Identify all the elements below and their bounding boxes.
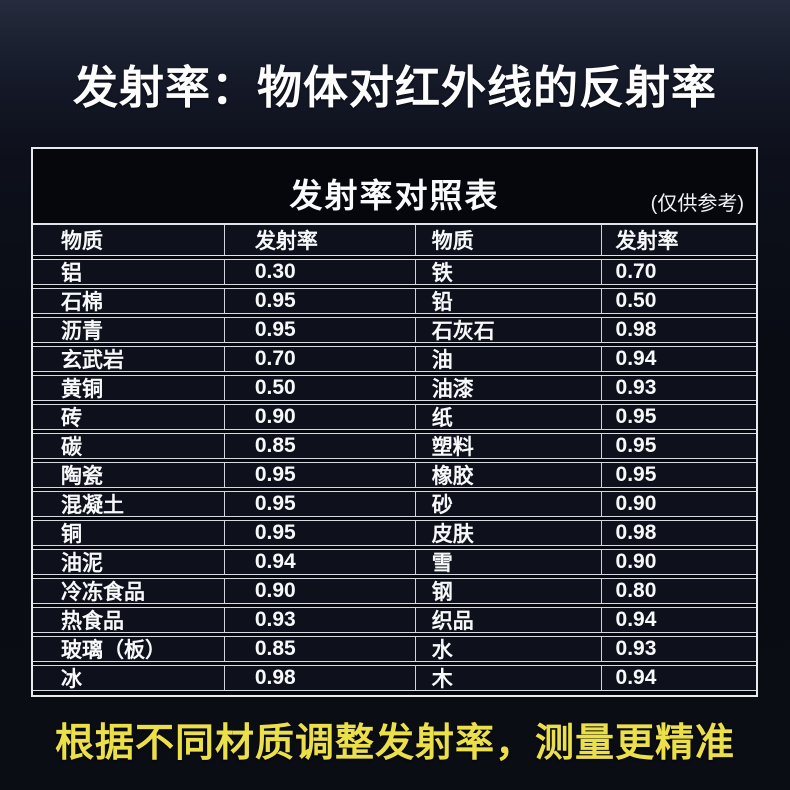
emissivity-value-cell: 0.98: [600, 521, 756, 545]
emissivity-value-cell: 0.94: [600, 666, 756, 690]
table-row: 玻璃（板） 0.85 水 0.93: [33, 636, 756, 662]
emissivity-value-cell: 0.50: [600, 289, 756, 313]
emissivity-value-cell: 0.85: [223, 637, 415, 661]
emissivity-table: 发射率对照表 (仅供参考) 物质 发射率 物质 发射率 铝 0.30 铁 0.7…: [31, 147, 758, 697]
material-cell: 砂: [414, 492, 601, 516]
table-row: 冰 0.98 木 0.94: [33, 665, 756, 691]
material-cell: 油: [414, 347, 601, 371]
material-cell: 木: [414, 666, 601, 690]
material-cell: 油漆: [414, 376, 601, 400]
emissivity-value-cell: 0.30: [223, 260, 415, 284]
emissivity-value-cell: 0.85: [223, 434, 415, 458]
material-cell: 纸: [414, 405, 601, 429]
emissivity-value-cell: 0.98: [223, 666, 415, 690]
emissivity-value-cell: 0.94: [600, 347, 756, 371]
material-cell: 砖: [61, 407, 82, 429]
table-row: 热食品 0.93 织品 0.94: [33, 607, 756, 633]
table-row: 油泥 0.94 雪 0.90: [33, 549, 756, 575]
emissivity-value-cell: 0.90: [223, 579, 415, 603]
emissivity-value-cell: 0.93: [600, 637, 756, 661]
emissivity-value-cell: 0.93: [600, 376, 756, 400]
table-row: 混凝土 0.95 砂 0.90: [33, 491, 756, 517]
material-cell: 玄武岩: [61, 349, 124, 371]
table-row: 碳 0.85 塑料 0.95: [33, 433, 756, 459]
material-cell: 冰: [61, 668, 82, 690]
material-cell: 陶瓷: [61, 465, 103, 487]
emissivity-value-cell: 0.90: [600, 550, 756, 574]
table-row: 陶瓷 0.95 橡胶 0.95: [33, 462, 756, 488]
emissivity-value-cell: 0.95: [600, 463, 756, 487]
emissivity-value-cell: 0.90: [223, 405, 415, 429]
material-cell: 碳: [61, 436, 82, 458]
material-cell: 冷冻食品: [61, 581, 145, 603]
page-title: 发射率：物体对红外线的反射率: [72, 62, 717, 113]
emissivity-value-cell: 0.95: [223, 463, 415, 487]
table-header-row: 物质 发射率 物质 发射率: [33, 225, 756, 256]
emissivity-value-cell: 0.95: [223, 289, 415, 313]
material-cell: 水: [414, 637, 601, 661]
emissivity-value-cell: 0.95: [223, 318, 415, 342]
material-cell: 橡胶: [414, 463, 601, 487]
material-cell: 玻璃（板）: [61, 639, 166, 661]
table-row: 砖 0.90 纸 0.95: [33, 404, 756, 430]
table-row: 石棉 0.95 铅 0.50: [33, 288, 756, 314]
material-cell: 塑料: [414, 434, 601, 458]
material-cell: 石棉: [61, 291, 103, 313]
material-cell: 皮肤: [414, 521, 601, 545]
material-cell: 铝: [61, 262, 82, 284]
table-row: 铜 0.95 皮肤 0.98: [33, 520, 756, 546]
table-title: 发射率对照表: [289, 177, 500, 214]
column-header-material-right: 物质: [414, 225, 601, 255]
material-cell: 铅: [414, 289, 601, 313]
material-cell: 油泥: [61, 552, 103, 574]
table-row: 玄武岩 0.70 油 0.94: [33, 346, 756, 372]
emissivity-value-cell: 0.95: [223, 492, 415, 516]
column-header-emissivity-left: 发射率: [223, 225, 415, 255]
material-cell: 雪: [414, 550, 601, 574]
table-row: 冷冻食品 0.90 钢 0.80: [33, 578, 756, 604]
emissivity-value-cell: 0.70: [600, 260, 756, 284]
emissivity-value-cell: 0.95: [600, 434, 756, 458]
emissivity-value-cell: 0.94: [223, 550, 415, 574]
emissivity-value-cell: 0.70: [223, 347, 415, 371]
emissivity-value-cell: 0.95: [600, 405, 756, 429]
column-header-material-left: 物质: [61, 230, 103, 253]
footer-note: 根据不同材质调整发射率，测量更精准: [54, 722, 735, 765]
material-cell: 织品: [414, 608, 601, 632]
emissivity-value-cell: 0.98: [600, 318, 756, 342]
table-title-band: 发射率对照表 (仅供参考): [33, 149, 756, 225]
column-header-emissivity-right: 发射率: [600, 225, 756, 255]
emissivity-value-cell: 0.95: [223, 521, 415, 545]
table-body: 铝 0.30 铁 0.70 石棉 0.95 铅 0.50 沥青 0.95 石灰石…: [33, 259, 756, 691]
material-cell: 黄铜: [61, 378, 103, 400]
material-cell: 石灰石: [414, 318, 601, 342]
table-note: (仅供参考): [650, 193, 744, 215]
material-cell: 铜: [61, 523, 82, 545]
emissivity-value-cell: 0.93: [223, 608, 415, 632]
material-cell: 钢: [414, 579, 601, 603]
emissivity-value-cell: 0.90: [600, 492, 756, 516]
table-row: 沥青 0.95 石灰石 0.98: [33, 317, 756, 343]
table-row: 铝 0.30 铁 0.70: [33, 259, 756, 285]
emissivity-value-cell: 0.80: [600, 579, 756, 603]
material-cell: 混凝土: [61, 494, 124, 516]
material-cell: 沥青: [61, 320, 103, 342]
table-row: 黄铜 0.50 油漆 0.93: [33, 375, 756, 401]
emissivity-value-cell: 0.50: [223, 376, 415, 400]
material-cell: 热食品: [61, 610, 124, 632]
material-cell: 铁: [414, 260, 601, 284]
emissivity-value-cell: 0.94: [600, 608, 756, 632]
